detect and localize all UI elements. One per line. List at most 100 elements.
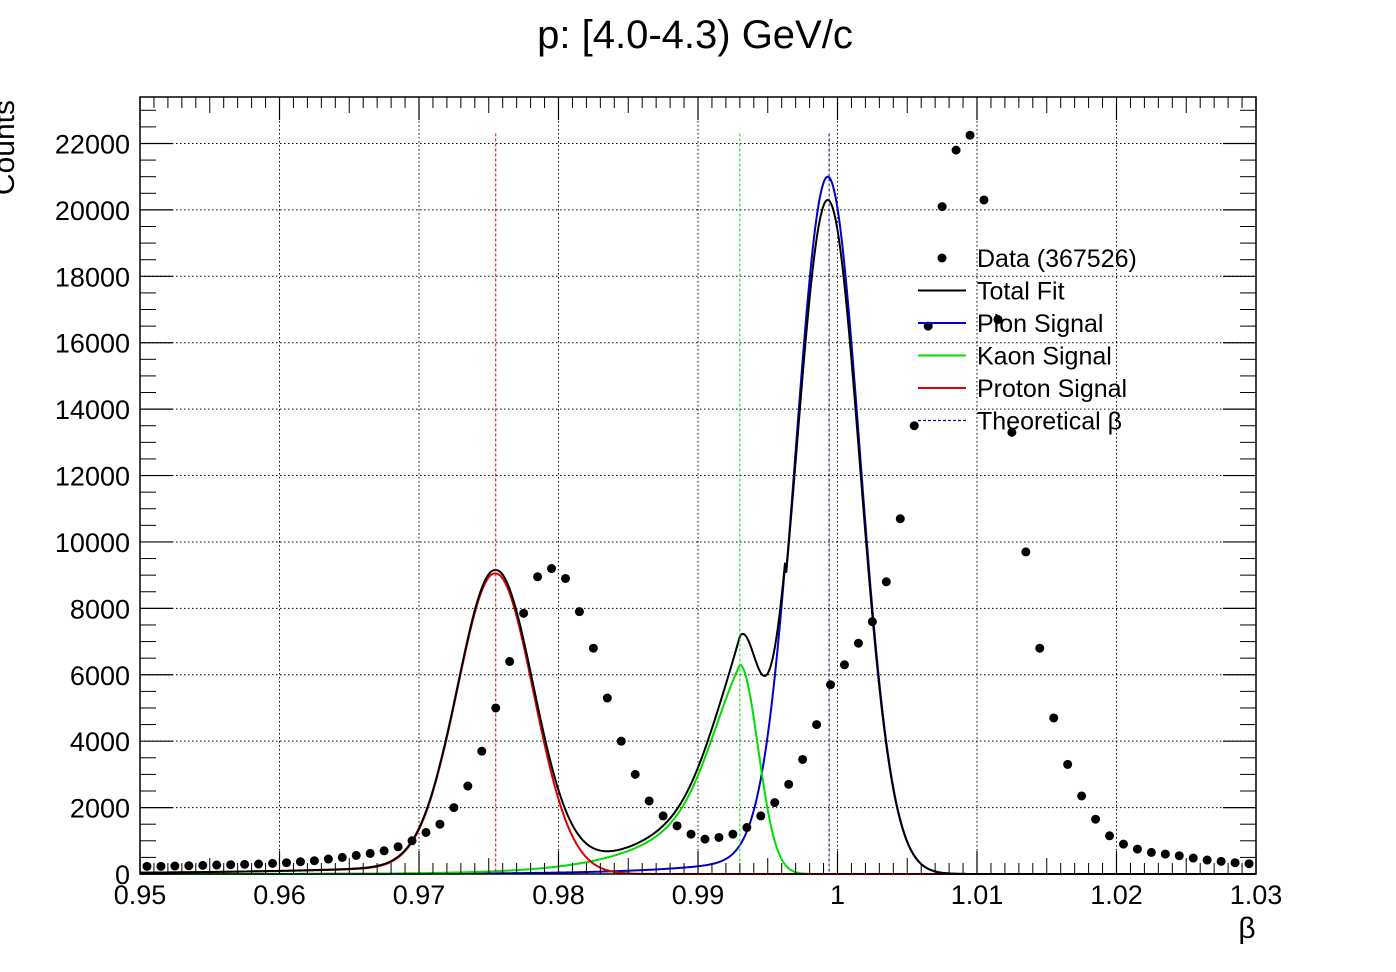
data-point xyxy=(184,861,194,871)
y-tick-label: 10000 xyxy=(55,528,130,558)
y-tick-label: 0 xyxy=(115,860,130,890)
y-axis-label: Counts xyxy=(0,100,21,195)
data-point xyxy=(477,746,487,756)
y-tick-label: 18000 xyxy=(55,262,130,292)
data-point xyxy=(965,130,975,140)
data-point xyxy=(1174,851,1184,861)
legend: Data (367526) Total Fit Pion Signal Kaon Si… xyxy=(918,245,1137,436)
data-point xyxy=(1118,839,1128,849)
data-point xyxy=(909,421,919,431)
data-point xyxy=(254,859,264,869)
data-point xyxy=(1146,847,1156,857)
x-tick-label: 0.98 xyxy=(532,880,585,910)
data-point xyxy=(686,829,696,839)
data-point xyxy=(491,703,501,713)
x-tick-label: 0.95 xyxy=(114,880,167,910)
data-point xyxy=(714,832,724,842)
y-tick-label: 14000 xyxy=(55,395,130,425)
data-point xyxy=(937,202,947,212)
data-point xyxy=(337,852,347,862)
data-point xyxy=(1007,427,1017,437)
data-point xyxy=(881,577,891,587)
data-point xyxy=(156,861,166,871)
data-point xyxy=(756,811,766,821)
data-point xyxy=(170,861,180,871)
y-tick-label: 6000 xyxy=(70,661,130,691)
legend-label: Theoretical β xyxy=(977,408,1122,436)
data-point xyxy=(505,656,515,666)
data-point xyxy=(630,769,640,779)
x-tick-label: 1.01 xyxy=(951,880,1004,910)
data-point xyxy=(1132,844,1142,854)
y-tick-label: 16000 xyxy=(55,329,130,359)
data-point xyxy=(295,857,305,867)
chart-title: p: [4.0-4.3) GeV/c xyxy=(537,13,853,57)
data-point xyxy=(742,823,752,833)
data-point xyxy=(309,856,319,866)
data-point xyxy=(1049,713,1059,723)
data-point xyxy=(839,660,849,670)
data-point xyxy=(1105,831,1115,841)
data-point xyxy=(323,854,333,864)
data-point xyxy=(700,834,710,844)
data-point xyxy=(616,736,626,746)
legend-label: Total Fit xyxy=(977,278,1065,306)
data-point xyxy=(1216,856,1226,866)
data-point xyxy=(407,836,417,846)
data-point xyxy=(240,859,250,869)
data-point xyxy=(812,720,822,730)
data-point xyxy=(519,608,529,618)
data-point xyxy=(1021,547,1031,557)
data-point xyxy=(658,811,668,821)
data-point xyxy=(1244,859,1254,869)
data-point xyxy=(1160,849,1170,859)
data-point xyxy=(463,781,473,791)
data-point xyxy=(421,827,431,837)
legend-label: Pion Signal xyxy=(977,310,1103,338)
theoretical-beta-lines xyxy=(495,133,830,874)
data-point xyxy=(281,858,291,868)
axis-ticks xyxy=(139,97,1257,875)
legend-label: Data (367526) xyxy=(977,245,1137,273)
data-point xyxy=(533,572,543,582)
data-point xyxy=(226,860,236,870)
data-point xyxy=(212,860,222,870)
data-point xyxy=(393,842,403,852)
data-point xyxy=(1230,858,1240,868)
x-tick-label: 0.99 xyxy=(672,880,725,910)
x-tick-label: 0.96 xyxy=(253,880,306,910)
data-point xyxy=(351,850,361,860)
data-point xyxy=(993,314,1003,324)
x-tick-label: 1.03 xyxy=(1230,880,1283,910)
data-point xyxy=(198,860,208,870)
data-point xyxy=(784,779,794,789)
y-tick-label: 22000 xyxy=(55,129,130,159)
data-point xyxy=(644,796,654,806)
data-point xyxy=(853,638,863,648)
grid xyxy=(140,97,1256,874)
data-point xyxy=(826,680,836,690)
data-point xyxy=(770,798,780,808)
data-point xyxy=(268,858,278,868)
data-point xyxy=(1202,855,1212,865)
data-point xyxy=(1035,643,1045,653)
data-point xyxy=(574,607,584,617)
data-point xyxy=(979,195,989,205)
y-tick-label: 8000 xyxy=(70,594,130,624)
data-points xyxy=(142,130,1254,871)
x-tick-label: 0.97 xyxy=(393,880,446,910)
data-point xyxy=(798,754,808,764)
data-point xyxy=(435,819,445,829)
y-tick-label: 4000 xyxy=(70,727,130,757)
data-point xyxy=(1077,791,1087,801)
data-point xyxy=(449,803,459,813)
data-point xyxy=(547,564,557,574)
y-tick-label: 2000 xyxy=(70,794,130,824)
data-point xyxy=(951,145,961,155)
tick-labels: 0.95 0.96 0.97 0.98 0.99 1 1.01 1.02 1.03 0 2000 40… xyxy=(55,129,1282,910)
data-point xyxy=(895,514,905,524)
data-point xyxy=(1063,759,1073,769)
x-axis-label: β xyxy=(1238,912,1255,945)
data-point xyxy=(1188,853,1198,863)
x-tick-label: 1 xyxy=(830,880,845,910)
